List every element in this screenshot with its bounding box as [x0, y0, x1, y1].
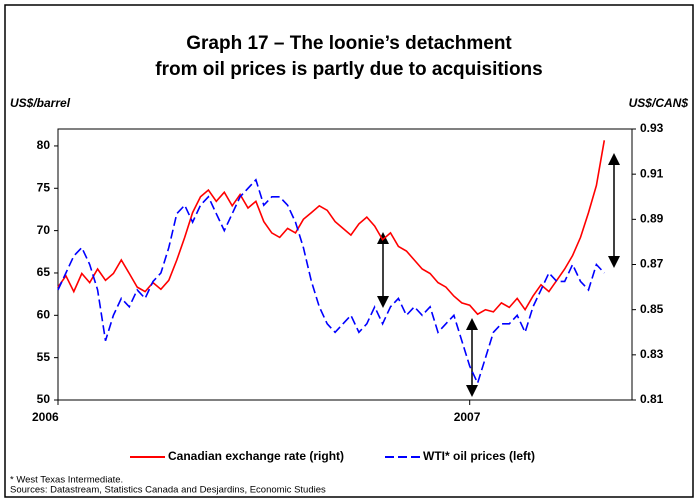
- y2-tick-label: 0.91: [640, 166, 664, 180]
- y2-axis-label: US$/CAN$: [629, 96, 689, 110]
- legend-label: WTI* oil prices (left): [423, 449, 535, 463]
- y-tick-label: 80: [37, 138, 51, 152]
- chart-title: from oil prices is partly due to acquisi…: [155, 59, 542, 80]
- frame: [4, 4, 694, 498]
- y-tick-label: 75: [37, 180, 51, 194]
- legend-label: Canadian exchange rate (right): [168, 449, 344, 463]
- y2-tick-label: 0.93: [640, 121, 664, 135]
- y-axis-label: US$/barrel: [10, 96, 71, 110]
- y-tick-label: 60: [37, 307, 51, 321]
- source: Sources: Datastream, Statistics Canada a…: [10, 485, 326, 496]
- chart-title: Graph 17 – The loonie’s detachment: [186, 33, 512, 54]
- y-tick-label: 65: [37, 265, 51, 279]
- y-tick-label: 50: [37, 392, 51, 406]
- y2-tick-label: 0.85: [640, 302, 664, 316]
- y2-tick-label: 0.87: [640, 257, 664, 271]
- x-tick-label: 2007: [454, 410, 481, 424]
- y2-tick-label: 0.81: [640, 392, 664, 406]
- y2-tick-label: 0.89: [640, 212, 664, 226]
- y2-tick-label: 0.83: [640, 347, 664, 361]
- x-tick-label: 2006: [32, 410, 59, 424]
- footnote: * West Texas Intermediate.: [10, 475, 123, 486]
- series-line: [57, 140, 606, 316]
- y-tick-label: 70: [37, 223, 51, 237]
- y-tick-label: 55: [37, 350, 51, 364]
- series-line: [57, 178, 605, 386]
